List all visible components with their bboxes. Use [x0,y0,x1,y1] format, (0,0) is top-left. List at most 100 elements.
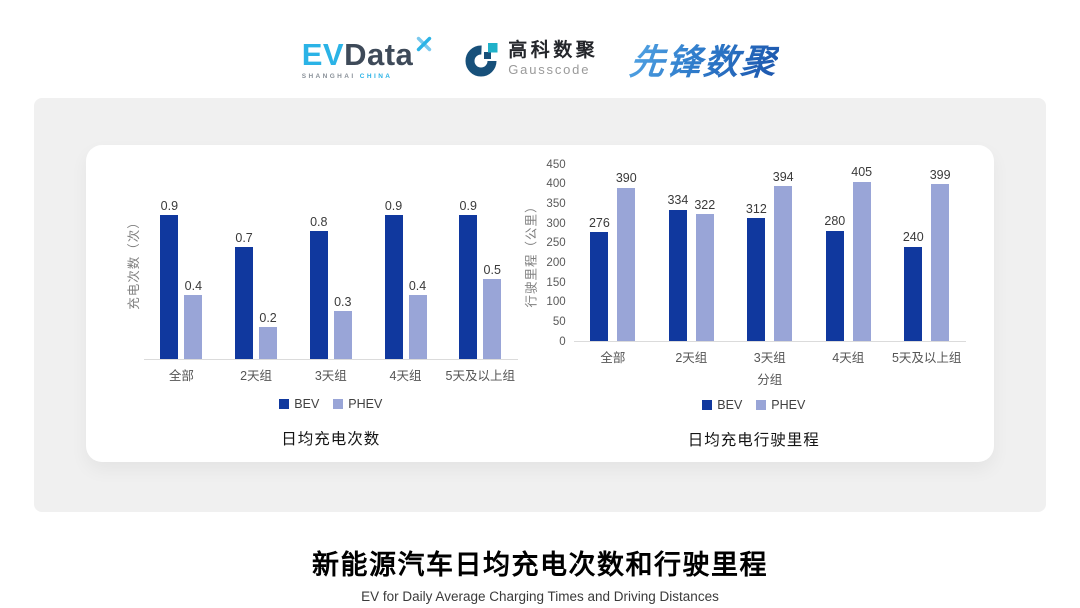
y-tick-label: 350 [546,197,566,210]
bar-with-label: 0.4 [408,278,427,359]
legend-swatch [333,399,344,409]
legend-label: BEV [717,398,743,412]
category-axis: 全部 2天组 3天组 4天组 5天及以上组 [144,365,518,384]
chart-title: 日均充电次数 [281,431,381,448]
category-label: 2天组 [675,351,708,365]
bar-with-label: 0.2 [259,310,278,359]
category-label: 全部 [168,369,194,383]
bar-phev [695,214,714,341]
bar-group: 276 390 [574,172,652,341]
evdata-logo: EV Data SHANGHAI CHINA [301,36,434,80]
bar-value-label: 0.3 [334,294,352,309]
legend: BEV PHEV [144,397,518,411]
bar-value-label: 0.4 [408,278,427,293]
evdata-tagline-shanghai: SHANGHAI [301,72,356,80]
bar-phev [774,186,793,341]
bar-with-label: 0.3 [333,294,352,359]
category-label: 3天组 [753,351,786,365]
category-label: 3天组 [314,369,347,383]
legend-item: PHEV [756,398,805,412]
bar-with-label: 394 [773,171,794,341]
bar-with-label: 0.4 [184,278,203,359]
bar-bev [309,231,328,359]
bar-with-label: 240 [903,231,924,341]
bar-with-label: 276 [589,217,610,341]
xianfeng-logo: 先锋数聚 [628,34,781,85]
category-label: 4天组 [389,369,422,383]
legend-label: PHEV [771,398,806,412]
y-tick-label: 50 [552,315,566,328]
bar-value-label: 240 [902,230,924,245]
bar-value-label: 276 [588,215,610,230]
bar-value-label: 390 [615,171,637,186]
bar-phev [259,327,278,359]
y-axis-title: 行驶里程（公里） [524,199,539,308]
bar-phev [483,279,502,359]
legend-label: PHEV [348,397,383,411]
bar-phev [931,184,950,341]
y-axis-title: 充电次数（次） [126,215,141,310]
category-label: 5天及以上组 [445,369,515,383]
y-tick-label: 400 [546,177,566,190]
bar-with-label: 334 [667,194,688,341]
footer: 新能源汽车日均充电次数和行驶里程 EV for Daily Average Ch… [0,543,1080,604]
legend-swatch [756,400,767,410]
subtitle: EV for Daily Average Charging Times and … [361,589,719,604]
bar-value-label: 399 [929,167,951,182]
bar-group: 0.9 0.5 [443,199,518,359]
bar-value-label: 0.2 [259,310,277,325]
category-label: 全部 [600,351,626,365]
bar-bev [747,218,766,341]
legend-item: BEV [279,397,319,411]
bar-with-label: 0.9 [459,199,478,359]
bar-with-label: 312 [746,203,767,341]
gray-panel: 充电次数（次） 0.9 0.4 0.7 0.2 0.8 0.3 0.9 0.4 0.9 0.5 全… [34,98,1046,512]
y-tick-label: 150 [546,276,566,289]
evdata-tagline-china: CHINA [359,72,393,80]
bar-bev [384,215,403,359]
bar-bev [160,215,179,359]
bar-value-label: 0.4 [184,278,203,293]
legend-swatch [702,400,713,410]
header-logos: EV Data SHANGHAI CHINA 高科数聚 Gausscode 先锋数… [0,0,1080,94]
bar-with-label: 390 [616,172,637,341]
bar-value-label: 334 [667,193,689,208]
bar-bev [825,230,844,341]
bar-value-label: 0.9 [384,198,403,213]
gausscode-g-icon [465,43,498,77]
bar-phev [184,295,203,359]
legend-swatch [279,399,290,409]
bar-with-label: 322 [694,199,715,341]
bar-group: 312 394 [731,171,809,341]
evdata-wordmark: EV Data [301,36,434,72]
category-label: 4天组 [832,351,865,365]
category-axis: 全部 2天组 3天组 4天组 5天及以上组 [574,347,966,366]
bar-phev [852,181,871,341]
bar-value-label: 280 [824,214,846,229]
evdata-ev-text: EV [301,36,345,72]
category-label: 2天组 [240,369,273,383]
bar-bev [459,215,478,359]
bar-with-label: 0.9 [384,198,403,359]
evdata-data-text: Data [344,36,414,72]
bar-with-label: 0.5 [483,263,502,359]
bar-group: 0.7 0.2 [219,231,294,359]
bar-bev [590,232,609,341]
gausscode-text: 高科数聚 Gausscode [508,40,598,77]
y-tick-label: 250 [546,236,566,249]
gausscode-cn-name: 高科数聚 [508,40,599,62]
legend-label: BEV [294,397,320,411]
bar-value-label: 0.9 [160,198,179,213]
bar-with-label: 0.7 [235,231,254,359]
evdata-tagline: SHANGHAI CHINA [302,73,434,80]
bar-value-label: 322 [694,197,716,212]
plot-area: 0.9 0.4 0.7 0.2 0.8 0.3 0.9 0.4 0.9 0.5 [144,165,518,360]
plot-area: 276 390 334 322 312 394 280 405 240 399 [573,165,966,342]
legend: BEV PHEV [542,398,966,412]
charging-times-chart: 充电次数（次） 0.9 0.4 0.7 0.2 0.8 0.3 0.9 0.4 0.9 0.5 全… [120,165,518,462]
bar-group: 0.9 0.4 [368,198,443,359]
bar-group: 334 322 [652,194,730,341]
bar-bev [668,209,687,341]
bar-group: 240 399 [887,169,965,341]
y-axis-ticks: 0 50 100 150 200 250 300 350 400 450 [542,159,574,347]
